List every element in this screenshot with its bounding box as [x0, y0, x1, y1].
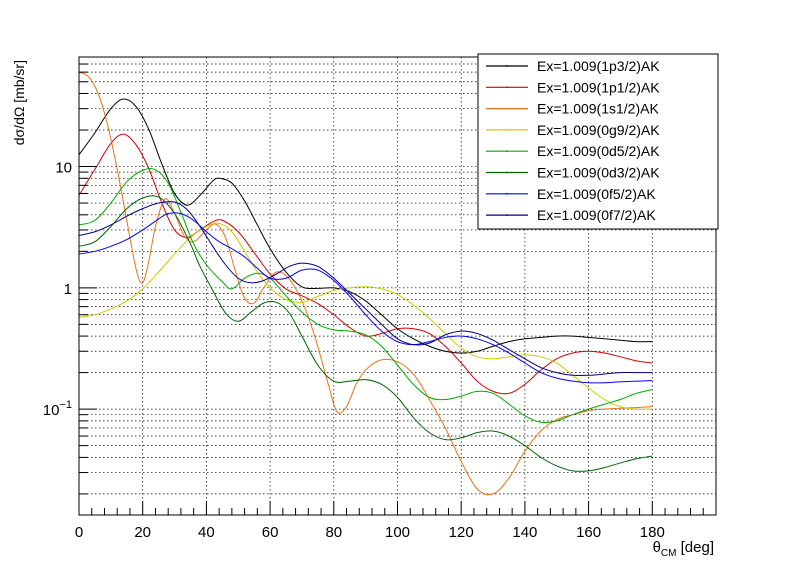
legend-label: Ex=1.009(1p1/2)AK — [537, 79, 660, 95]
x-tick-label: 60 — [262, 524, 279, 541]
x-tick-label: 120 — [449, 524, 474, 541]
x-tick-label: 20 — [134, 524, 151, 541]
legend-marker — [506, 65, 508, 67]
legend-label: Ex=1.009(0d3/2)AK — [537, 165, 660, 181]
y-tick-label: 10−1 — [43, 399, 72, 419]
x-axis-tick-labels: 0 20 40 60 80 100 120 140 160 180 — [75, 524, 665, 541]
legend-marker — [506, 86, 508, 89]
legend-label: Ex=1.009(0g9/2)AK — [537, 122, 660, 138]
axis-ticks — [78, 56, 717, 515]
x-tick-label: 0 — [75, 524, 83, 541]
series-line — [78, 133, 653, 395]
legend-marker — [506, 171, 508, 174]
legend-box — [477, 53, 719, 230]
legend-marker — [506, 214, 508, 217]
series-line — [78, 222, 653, 410]
y-axis-title: dσ/dΩ [mb/sr] — [11, 60, 27, 145]
legend-marker — [506, 129, 508, 131]
y-tick-label: 10 — [55, 160, 72, 177]
legend-marker — [506, 150, 508, 153]
x-tick-label: 160 — [576, 524, 601, 541]
x-tick-label: 80 — [325, 524, 342, 541]
series-line — [78, 201, 653, 377]
x-tick-label: 100 — [385, 524, 410, 541]
plot-curves — [78, 71, 653, 496]
x-tick-label: 140 — [512, 524, 537, 541]
series-line — [78, 71, 653, 496]
y-tick-label: 1 — [64, 281, 72, 298]
legend-label: Ex=1.009(0f7/2)AK — [537, 207, 656, 223]
y-axis-tick-labels: 10−1 1 10 — [43, 160, 72, 420]
legend-label: Ex=1.009(1s1/2)AK — [537, 101, 659, 117]
legend-marker — [506, 192, 508, 195]
legend-label: Ex=1.009(1p3/2)AK — [537, 58, 660, 74]
legend-marker — [506, 107, 508, 110]
legend-label: Ex=1.009(0f5/2)AK — [537, 186, 656, 202]
x-axis-title: θCM [deg] — [653, 539, 714, 559]
series-line — [78, 195, 653, 472]
x-tick-label: 40 — [198, 524, 215, 541]
series-line — [78, 168, 653, 424]
series-line — [78, 212, 653, 384]
x-tick-label: 180 — [640, 524, 665, 541]
legend: Ex=1.009(1p3/2)AK Ex=1.009(1p1/2)AK Ex=1.0… — [477, 53, 719, 230]
legend-label: Ex=1.009(0d5/2)AK — [537, 143, 660, 159]
